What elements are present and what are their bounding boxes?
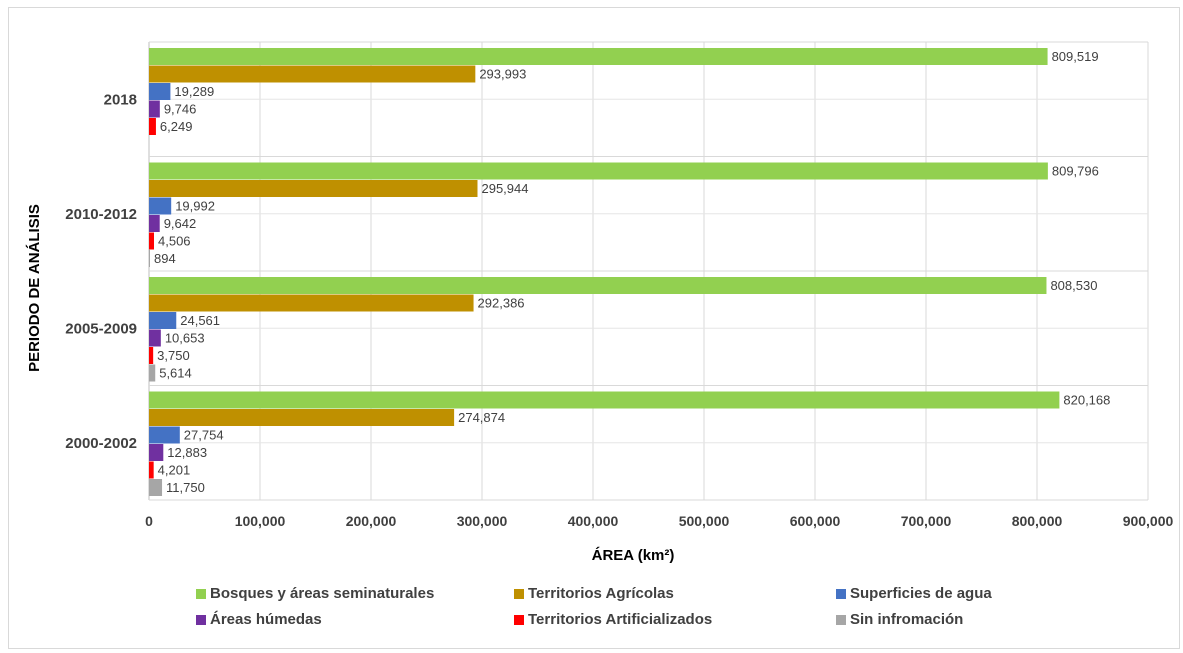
y-axis-title: PERIODO DE ANÁLISIS	[26, 204, 43, 372]
legend-swatch	[836, 588, 846, 599]
category-label: 2005-2009	[65, 320, 137, 337]
legend-label: Territorios Agrícolas	[528, 585, 674, 602]
bar	[149, 65, 476, 83]
data-label: 9,746	[164, 102, 197, 117]
x-tick-label: 100,000	[235, 513, 286, 529]
data-label: 3,750	[157, 348, 190, 363]
bar	[149, 277, 1047, 294]
bar	[149, 329, 161, 347]
bar	[149, 444, 164, 461]
bar	[149, 294, 474, 312]
legend-label: Áreas húmedas	[210, 611, 322, 628]
data-label: 19,992	[175, 199, 215, 214]
data-label: 6,249	[160, 119, 193, 134]
data-label: 19,289	[174, 84, 214, 99]
data-label: 4,506	[158, 234, 191, 249]
legend-label: Bosques y áreas seminaturales	[210, 585, 435, 602]
x-tick-label: 400,000	[568, 513, 619, 529]
bar	[149, 180, 478, 197]
x-tick-label: 600,000	[790, 513, 841, 529]
chart-frame	[8, 7, 1180, 649]
legend-item: Áreas húmedas	[196, 611, 322, 628]
x-axis-title: ÁREA (km²)	[592, 547, 675, 564]
bar	[149, 250, 150, 267]
legend-item: Bosques y áreas seminaturales	[196, 585, 434, 602]
legend-item: Sin infromación	[836, 611, 963, 628]
data-label: 809,519	[1052, 49, 1099, 64]
bar	[149, 461, 154, 479]
bar	[149, 232, 155, 250]
x-tick-label: 900,000	[1123, 513, 1174, 529]
x-tick-label: 800,000	[1012, 513, 1063, 529]
data-label: 10,653	[165, 331, 205, 346]
data-label: 27,754	[184, 428, 224, 443]
x-tick-label: 200,000	[346, 513, 397, 529]
legend-swatch	[196, 614, 206, 625]
bar	[149, 83, 171, 100]
legend-item: Superficies de agua	[836, 585, 992, 602]
data-label: 24,561	[180, 313, 220, 328]
x-tick-label: 0	[145, 513, 153, 529]
bar	[149, 162, 1048, 180]
x-tick-label: 700,000	[901, 513, 952, 529]
bar	[149, 118, 156, 135]
x-tick-label: 500,000	[679, 513, 730, 529]
bar	[149, 215, 160, 232]
legend-item: Territorios Artificializados	[514, 611, 712, 628]
data-label: 894	[154, 251, 176, 266]
bar	[149, 312, 177, 329]
data-label: 292,386	[478, 296, 525, 311]
legend-swatch	[836, 614, 846, 625]
legend-swatch	[514, 614, 524, 625]
legend-swatch	[196, 588, 206, 599]
legend-label: Superficies de agua	[850, 585, 992, 602]
category-label: 2000-2002	[65, 435, 137, 452]
x-tick-label: 300,000	[457, 513, 508, 529]
data-label: 11,750	[166, 480, 205, 495]
data-label: 9,642	[164, 216, 197, 231]
category-label: 2018	[104, 91, 137, 108]
category-label: 2010-2012	[65, 206, 137, 223]
legend-item: Territorios Agrícolas	[514, 585, 674, 602]
legend-label: Territorios Artificializados	[528, 611, 713, 628]
legend-swatch	[514, 588, 524, 599]
data-label: 820,168	[1063, 393, 1110, 408]
data-label: 5,614	[159, 366, 192, 381]
bar	[149, 100, 160, 118]
bar	[149, 197, 172, 215]
data-label: 293,993	[479, 67, 526, 82]
data-label: 295,944	[481, 181, 528, 196]
data-label: 808,530	[1050, 278, 1097, 293]
bar	[149, 426, 180, 444]
bar	[149, 48, 1048, 65]
data-label: 4,201	[158, 463, 191, 478]
bar	[149, 364, 156, 382]
legend-label: Sin infromación	[850, 611, 964, 628]
data-label: 809,796	[1052, 164, 1099, 179]
data-label: 12,883	[167, 445, 207, 460]
bar	[149, 347, 154, 364]
bar	[149, 479, 163, 496]
bar	[149, 391, 1060, 409]
bar	[149, 409, 455, 426]
data-label: 274,874	[458, 410, 505, 425]
